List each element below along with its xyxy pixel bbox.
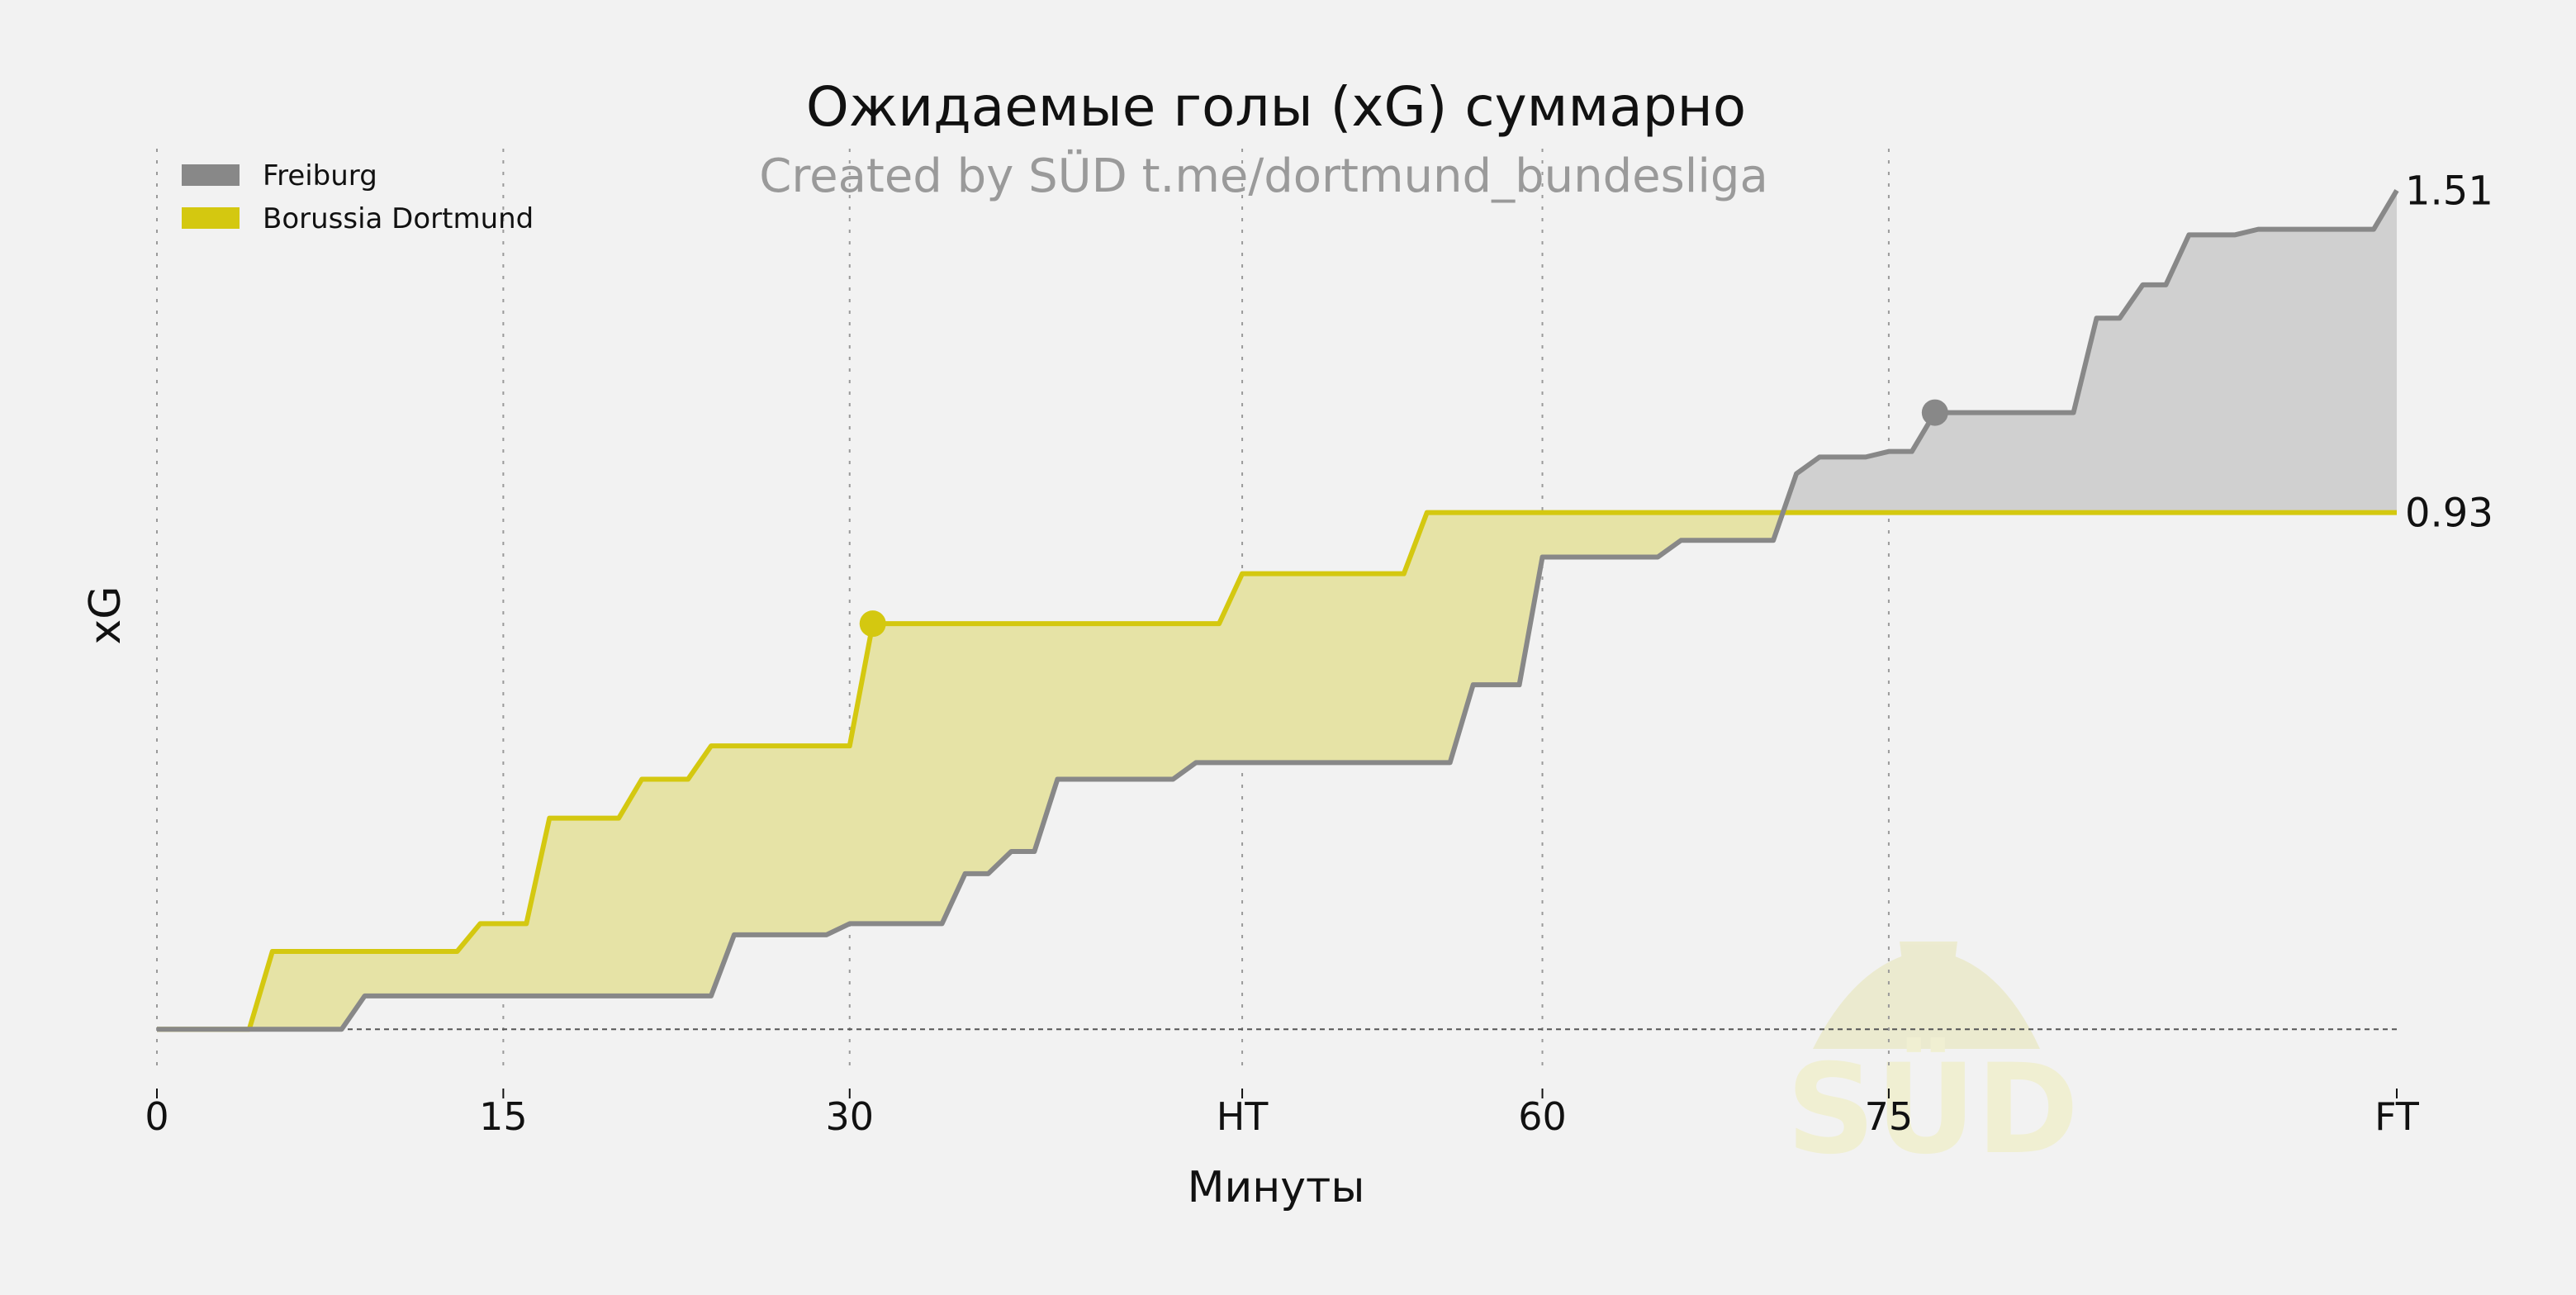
dortmund-lead-area: [251, 506, 1786, 1030]
legend-swatch-dortmund: [182, 207, 240, 229]
dortmund-goal-marker: [859, 610, 886, 638]
x-tick-label: FT: [2374, 1094, 2420, 1139]
legend-label-dortmund: Borussia Dortmund: [263, 202, 534, 235]
freiburg-goal-marker: [1921, 399, 1948, 426]
x-tick-label: HT: [1217, 1094, 1269, 1139]
legend-swatch-freiburg: [182, 164, 240, 186]
legend-label-freiburg: Freiburg: [263, 159, 377, 192]
goal-markers: [859, 399, 1948, 638]
dortmund-xg-line: [157, 510, 2397, 1032]
freiburg-final-xg-label: 1.51: [2405, 168, 2493, 215]
chart-subtitle: Created by SÜD t.me/dortmund_bundesliga: [759, 149, 1768, 203]
x-axis-ticks: 0 15 30 HT 60 75 FT: [145, 1089, 2420, 1139]
y-axis-label: xG: [81, 586, 130, 644]
freiburg-xg-line: [157, 189, 2399, 1032]
x-tick-label: 30: [825, 1094, 874, 1139]
x-tick-label: 15: [479, 1094, 528, 1139]
final-xg-labels: 1.51 0.93: [2405, 168, 2493, 537]
x-axis-label: Минуты: [1188, 1163, 1365, 1212]
x-tick-label: 0: [145, 1094, 168, 1139]
chart-title: Ожидаемые голы (xG) суммарно: [806, 75, 1746, 139]
x-tick-label: 60: [1518, 1094, 1567, 1139]
sud-watermark-logo: SÜD: [1786, 942, 2079, 1182]
legend: Freiburg Borussia Dortmund: [182, 159, 534, 235]
watermark-emblem-icon: [1813, 942, 2040, 1049]
watermark-text: SÜD: [1786, 1036, 2079, 1182]
xg-series-lines: [157, 189, 2399, 1032]
x-tick-label: 75: [1865, 1094, 1914, 1139]
dortmund-final-xg-label: 0.93: [2405, 491, 2493, 537]
